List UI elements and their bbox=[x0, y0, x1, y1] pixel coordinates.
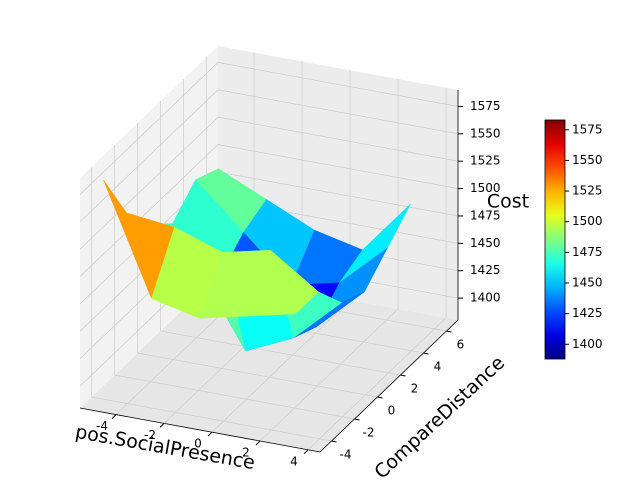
z-axis-label: Cost bbox=[487, 191, 529, 213]
grid-line bbox=[217, 62, 459, 107]
z-tick-label: 1400 bbox=[470, 291, 501, 305]
floor-pane bbox=[80, 276, 458, 452]
axis-line bbox=[319, 319, 459, 453]
colorbar-tick-label: 1400 bbox=[572, 337, 603, 351]
colorbar-tick-label: 1450 bbox=[572, 276, 603, 290]
x-tick-label: 0 bbox=[194, 437, 202, 451]
z-tick-label: 1450 bbox=[470, 236, 501, 250]
y-tick bbox=[400, 374, 406, 377]
y-tick bbox=[377, 396, 383, 399]
z-tick-label: 1525 bbox=[470, 154, 501, 168]
z-tick-label: 1550 bbox=[470, 126, 501, 140]
grid-line bbox=[114, 374, 355, 420]
y-tick-label: -4 bbox=[340, 448, 352, 462]
x-tick bbox=[255, 440, 261, 446]
grid-line bbox=[91, 396, 332, 442]
grid-line bbox=[217, 171, 459, 217]
colorbar-tick-label: 1475 bbox=[572, 245, 603, 259]
grid-line bbox=[137, 352, 378, 398]
colorbar-tick-label: 1525 bbox=[572, 184, 603, 198]
x-tick-label: 2 bbox=[242, 446, 250, 460]
x-tick bbox=[207, 431, 213, 437]
y-tick bbox=[423, 352, 429, 355]
axis-line bbox=[79, 407, 321, 453]
y-tick bbox=[354, 418, 360, 421]
grid-line bbox=[79, 62, 219, 195]
y-tick bbox=[331, 440, 337, 443]
colorbar-tick-label: 1500 bbox=[572, 214, 603, 228]
grid-line bbox=[217, 144, 459, 189]
colorbar-tick-label: 1425 bbox=[572, 306, 603, 320]
x-tick bbox=[111, 414, 117, 419]
grid-line bbox=[79, 116, 219, 250]
surface-patch bbox=[247, 249, 319, 317]
x-tick bbox=[159, 423, 165, 428]
colorbar-tick-label: 1550 bbox=[572, 153, 603, 167]
z-tick-label: 1575 bbox=[470, 99, 501, 113]
colorbar-tick-label: 1575 bbox=[572, 122, 603, 136]
grid-line bbox=[259, 308, 399, 442]
y-tick-label: 6 bbox=[457, 338, 465, 352]
x-tick-label: -2 bbox=[144, 428, 156, 442]
grid-line bbox=[79, 144, 219, 277]
z-tick-label: 1475 bbox=[470, 208, 501, 222]
surface bbox=[103, 168, 411, 352]
z-tick-label: 1425 bbox=[470, 263, 501, 277]
grid-line bbox=[160, 330, 401, 376]
grid-line bbox=[217, 89, 459, 135]
grid-line bbox=[217, 116, 459, 162]
y-tick-label: -2 bbox=[363, 426, 375, 440]
y-tick-label: 2 bbox=[411, 382, 419, 396]
grid-line bbox=[79, 89, 219, 223]
x-tick-label: -4 bbox=[96, 419, 108, 433]
x-tick-label: 4 bbox=[290, 454, 298, 468]
grid-line bbox=[307, 317, 447, 451]
y-tick bbox=[446, 330, 452, 333]
x-tick bbox=[303, 449, 309, 455]
y-tick-label: 0 bbox=[388, 404, 396, 418]
y-tick-label: 4 bbox=[434, 360, 442, 374]
colorbar bbox=[544, 119, 566, 360]
z-tick-label: 1500 bbox=[470, 181, 501, 195]
grid-line bbox=[211, 299, 351, 433]
